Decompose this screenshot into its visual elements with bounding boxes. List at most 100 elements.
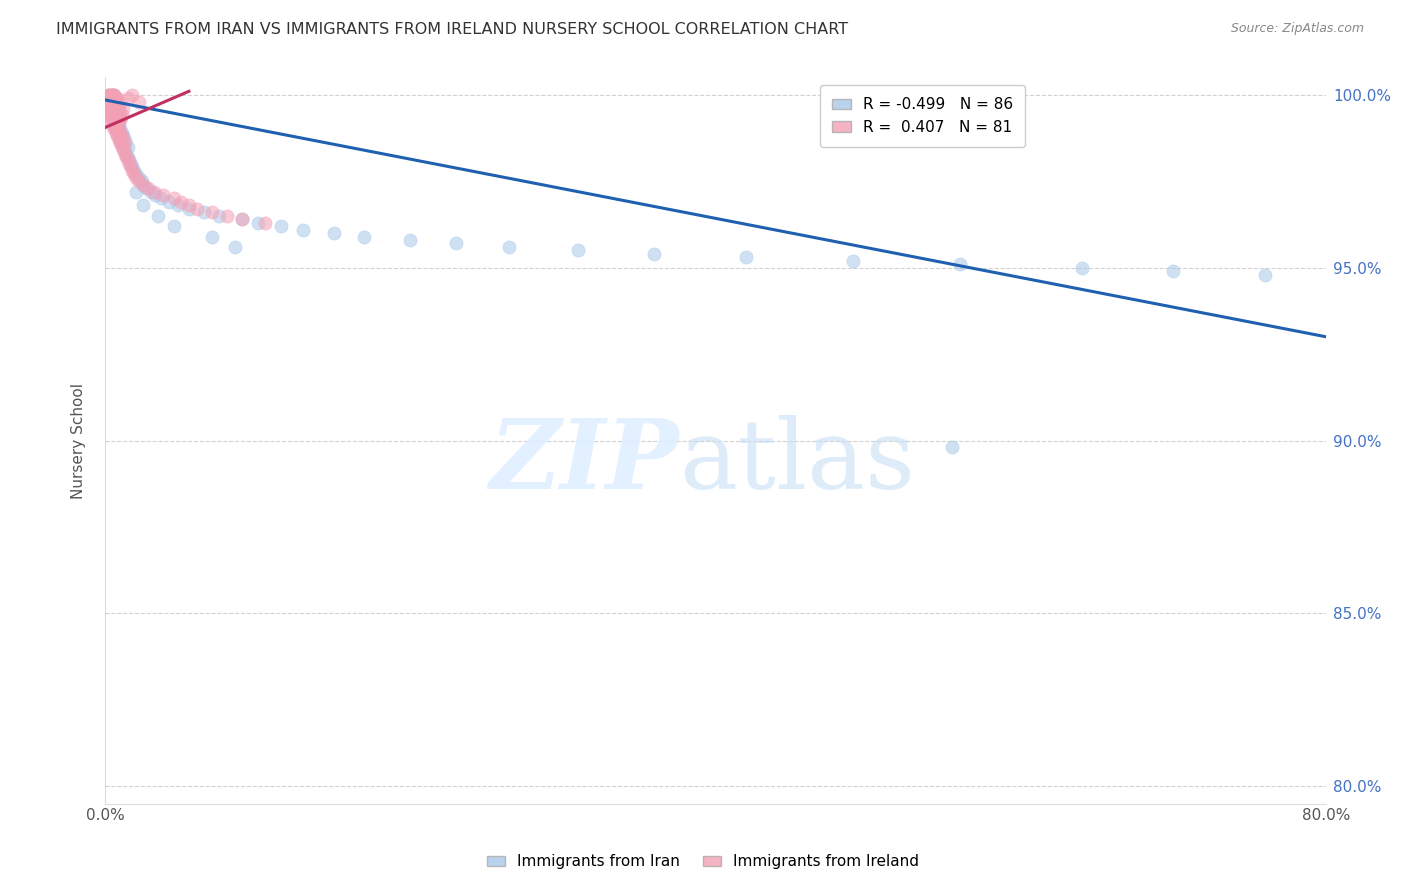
Point <box>101 112 124 126</box>
Point <box>567 244 589 258</box>
Point <box>231 212 253 227</box>
Point <box>103 108 125 122</box>
Point <box>117 150 139 164</box>
Point <box>101 119 124 133</box>
Point <box>101 98 124 112</box>
Point <box>143 188 166 202</box>
Point <box>114 133 136 147</box>
Point <box>101 87 124 102</box>
Text: atlas: atlas <box>679 416 915 509</box>
Point <box>104 105 127 120</box>
Point <box>114 143 136 157</box>
Point <box>186 202 208 216</box>
Point <box>110 122 132 136</box>
Point <box>101 108 124 122</box>
Point <box>110 112 132 126</box>
Point <box>128 174 150 188</box>
Point <box>135 181 157 195</box>
Point <box>115 150 138 164</box>
Legend: Immigrants from Iran, Immigrants from Ireland: Immigrants from Iran, Immigrants from Ir… <box>481 848 925 875</box>
Point <box>100 115 122 129</box>
Point <box>105 119 128 133</box>
Point <box>107 122 129 136</box>
Point <box>105 129 128 144</box>
Point <box>124 185 146 199</box>
Point <box>100 95 122 109</box>
Point <box>224 240 246 254</box>
Point <box>132 198 155 212</box>
Point <box>292 222 315 236</box>
Point <box>124 167 146 181</box>
Point <box>103 102 125 116</box>
Point <box>110 126 132 140</box>
Point <box>121 161 143 175</box>
Point <box>107 102 129 116</box>
Point <box>101 108 124 122</box>
Point <box>105 126 128 140</box>
Point <box>122 163 145 178</box>
Point <box>735 250 758 264</box>
Point <box>132 178 155 192</box>
Text: IMMIGRANTS FROM IRAN VS IMMIGRANTS FROM IRELAND NURSERY SCHOOL CORRELATION CHART: IMMIGRANTS FROM IRAN VS IMMIGRANTS FROM … <box>56 22 848 37</box>
Point <box>231 212 253 227</box>
Point <box>110 95 132 109</box>
Point <box>131 174 153 188</box>
Point <box>98 98 121 112</box>
Point <box>98 98 121 112</box>
Point <box>103 87 125 102</box>
Point <box>107 133 129 147</box>
Point <box>110 105 132 120</box>
Point <box>97 95 120 109</box>
Point <box>118 157 141 171</box>
Point <box>498 240 520 254</box>
Point <box>104 122 127 136</box>
Point <box>115 146 138 161</box>
Point <box>121 163 143 178</box>
Point <box>103 98 125 112</box>
Point <box>96 91 118 105</box>
Point <box>98 112 121 126</box>
Point <box>150 191 173 205</box>
Point <box>98 105 121 120</box>
Point <box>96 102 118 116</box>
Point <box>104 126 127 140</box>
Point <box>167 198 190 212</box>
Point <box>112 133 135 147</box>
Point <box>246 216 269 230</box>
Point <box>101 91 124 105</box>
Point <box>1163 264 1185 278</box>
Point <box>103 91 125 105</box>
Point <box>136 181 159 195</box>
Point <box>105 98 128 112</box>
Point <box>1254 268 1277 282</box>
Point <box>132 178 155 192</box>
Point <box>112 143 135 157</box>
Point <box>103 119 125 133</box>
Point <box>399 233 422 247</box>
Point <box>97 87 120 102</box>
Point <box>842 253 865 268</box>
Point <box>111 129 134 144</box>
Point <box>100 87 122 102</box>
Point <box>941 441 963 455</box>
Point <box>323 226 346 240</box>
Point <box>177 198 200 212</box>
Point <box>105 95 128 109</box>
Point <box>128 95 150 109</box>
Point <box>124 170 146 185</box>
Point <box>444 236 467 251</box>
Point <box>97 87 120 102</box>
Point <box>117 153 139 168</box>
Point <box>142 185 165 199</box>
Point <box>104 102 127 116</box>
Point <box>193 205 215 219</box>
Point <box>105 108 128 122</box>
Point <box>103 122 125 136</box>
Y-axis label: Nursery School: Nursery School <box>72 383 86 499</box>
Point <box>100 95 122 109</box>
Point <box>105 122 128 136</box>
Point <box>117 139 139 153</box>
Point <box>208 209 231 223</box>
Point <box>177 202 200 216</box>
Point <box>122 167 145 181</box>
